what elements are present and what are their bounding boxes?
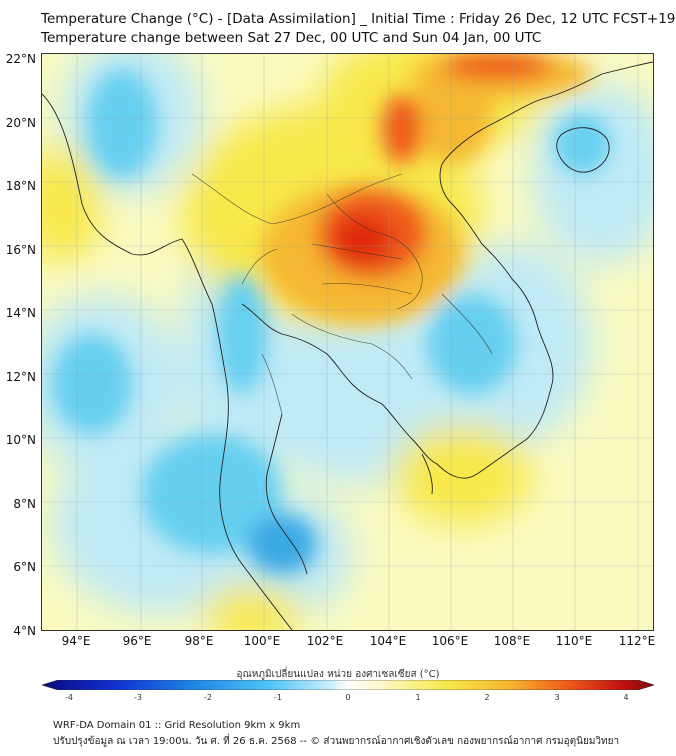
cool-core-andaman (52, 334, 132, 434)
footer-update-credit: ปรับปรุงข้อมูล ณ เวลา 19:00น. วัน ศ. ที่… (53, 736, 620, 747)
lon-tick-label: 102°E (306, 634, 344, 648)
colorbar-tick: -2 (204, 693, 212, 702)
colorbar-label: อุณหภูมิเปลี่ยนแปลง หน่วย องศาเซลเซียส (… (236, 669, 440, 680)
hot-core-north (382, 94, 422, 164)
map-title: Temperature Change (°C) - [Data Assimila… (41, 11, 676, 27)
border-mekong (326, 193, 423, 310)
lon-tick-label: 110°E (555, 634, 593, 648)
lat-tick-label: 6°N (13, 560, 36, 574)
cool-core-southwest (142, 434, 282, 554)
border-province-1 (311, 243, 403, 260)
colorbar-tick: -4 (65, 693, 73, 702)
warm-area-bottom (202, 584, 302, 630)
colorbar-gradient (42, 680, 654, 690)
colorbar-tick: -3 (134, 693, 142, 702)
coastline-east (241, 61, 653, 479)
colorbar-tick: 4 (623, 693, 629, 702)
lon-tick-label: 98°E (184, 634, 214, 648)
coastlines (42, 61, 653, 630)
lon-tick-label: 104°E (369, 634, 407, 648)
lat-tick-label: 8°N (13, 497, 36, 511)
coastline-peninsula-east (265, 413, 308, 575)
border-laos-vn (441, 293, 493, 355)
lat-tick-label: 4°N (13, 624, 36, 638)
lon-tick-label: 96°E (122, 634, 152, 648)
lon-tick-label: 108°E (493, 634, 531, 648)
lat-tick-label: 22°N (5, 52, 36, 66)
lon-tick-label: 94°E (61, 634, 91, 648)
hottest-core (332, 214, 392, 264)
colorbar-tick: 2 (484, 693, 490, 702)
border-west (241, 248, 278, 285)
lat-tick-label: 14°N (5, 306, 36, 320)
map-subtitle: Temperature change between Sat 27 Dec, 0… (41, 30, 542, 46)
cool-core-west (87, 69, 157, 179)
lon-tick-label: 100°E (243, 634, 281, 648)
border-north (191, 173, 403, 225)
border-province-2 (321, 283, 413, 295)
warm-area-westedge (42, 144, 102, 264)
temperature-change-map (41, 53, 654, 631)
colorbar-tick: 3 (554, 693, 560, 702)
warm-area-mekong (392, 424, 532, 524)
hot-core-topedge (442, 54, 552, 80)
lat-tick-label: 20°N (5, 116, 36, 130)
colorbar-tick: -1 (274, 693, 282, 702)
colorbar (42, 680, 654, 690)
borders (191, 173, 493, 415)
footer-model-info: WRF-DA Domain 01 :: Grid Resolution 9km … (53, 720, 301, 731)
lat-tick-label: 18°N (5, 179, 36, 193)
cool-core-east (427, 294, 517, 394)
border-east (291, 313, 413, 380)
field-blobs-core (52, 54, 610, 574)
coastline-cambodia (421, 453, 433, 495)
lat-tick-label: 16°N (5, 243, 36, 257)
cool-core-hainan (554, 114, 610, 174)
lat-tick-label: 12°N (5, 370, 36, 384)
coastline-west (42, 93, 293, 630)
border-south (261, 353, 283, 415)
lat-tick-label: 10°N (5, 433, 36, 447)
map-canvas (42, 54, 653, 630)
colorbar-tick: 1 (415, 693, 421, 702)
lon-tick-label: 106°E (431, 634, 469, 648)
cool-core-central (217, 274, 267, 394)
cold-core-south (247, 514, 317, 574)
colorbar-tick: 0 (345, 693, 351, 702)
lon-tick-label: 112°E (618, 634, 656, 648)
hainan-island (556, 127, 610, 173)
graticule (42, 54, 653, 630)
